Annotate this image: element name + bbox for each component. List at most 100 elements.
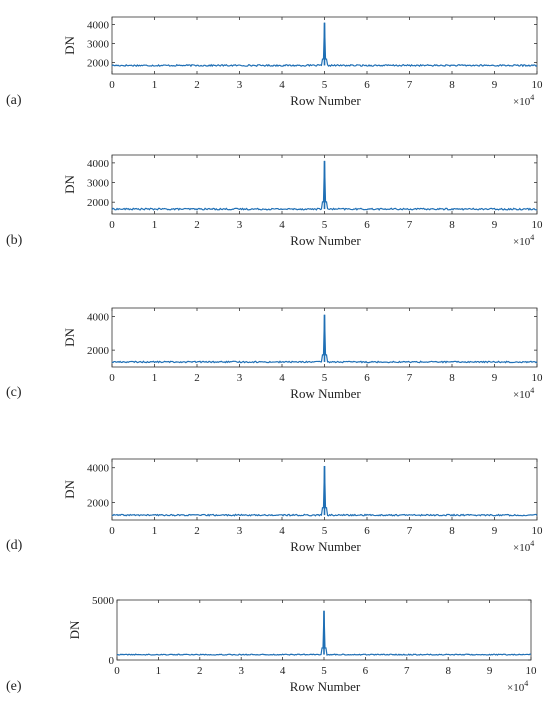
x-tick-label: 1	[152, 372, 158, 384]
panel-label: (b)	[6, 233, 23, 248]
x-axis-label: Row Number	[290, 233, 361, 248]
y-tick-label: 3000	[87, 39, 110, 51]
x-tick-label: 2	[194, 79, 200, 91]
x-tick-label: 10	[526, 665, 538, 677]
x-axis-label: Row Number	[290, 679, 361, 694]
x-tick-label: 8	[449, 525, 455, 537]
x-multiplier-base: ×10	[513, 542, 531, 554]
x-tick-label: 8	[449, 372, 455, 384]
x-tick-label: 1	[156, 665, 162, 677]
x-tick-label: 10	[532, 219, 544, 231]
x-multiplier: ×104	[513, 233, 534, 248]
x-tick-label: 0	[109, 79, 115, 91]
x-multiplier-base: ×10	[513, 236, 531, 248]
x-tick-label: 8	[445, 665, 451, 677]
x-tick-label: 3	[237, 79, 243, 91]
y-axis-label: DN	[62, 328, 77, 347]
x-multiplier-exponent: 4	[530, 233, 534, 242]
series-line	[111, 314, 538, 364]
x-tick-label: 4	[280, 665, 286, 677]
x-tick-label: 1	[152, 219, 158, 231]
x-tick-label: 6	[364, 79, 370, 91]
x-tick-label: 4	[279, 372, 285, 384]
x-tick-label: 9	[492, 525, 498, 537]
x-multiplier: ×104	[513, 386, 534, 401]
x-tick-label: 6	[363, 665, 369, 677]
x-tick-label: 3	[237, 219, 243, 231]
x-tick-label: 3	[237, 525, 243, 537]
y-tick-label: 3000	[87, 178, 110, 190]
panel-label: (d)	[6, 538, 23, 553]
x-tick-label: 0	[109, 525, 115, 537]
x-multiplier-base: ×10	[507, 682, 525, 694]
x-tick-label: 6	[364, 219, 370, 231]
x-multiplier-exponent: 4	[530, 386, 534, 395]
y-axis-label: DN	[67, 620, 82, 639]
x-multiplier: ×104	[507, 679, 528, 694]
y-tick-label: 2000	[87, 197, 110, 209]
y-axis-label: DN	[62, 36, 77, 55]
y-tick-label: 2000	[87, 58, 110, 70]
x-tick-label: 2	[194, 219, 200, 231]
x-tick-label: 10	[532, 372, 544, 384]
x-tick-label: 9	[487, 665, 493, 677]
x-tick-label: 5	[322, 79, 328, 91]
x-tick-label: 3	[238, 665, 244, 677]
x-tick-label: 4	[279, 219, 285, 231]
x-tick-label: 9	[492, 372, 498, 384]
x-tick-label: 7	[407, 372, 413, 384]
x-tick-label: 5	[322, 219, 328, 231]
x-multiplier-exponent: 4	[530, 539, 534, 548]
y-axis-label: DN	[62, 175, 77, 194]
x-tick-label: 8	[449, 219, 455, 231]
y-tick-label: 4000	[87, 158, 110, 170]
x-tick-label: 8	[449, 79, 455, 91]
series-line	[111, 465, 538, 517]
x-multiplier: ×104	[513, 93, 534, 108]
x-tick-label: 7	[407, 525, 413, 537]
x-tick-label: 10	[532, 525, 544, 537]
x-multiplier-base: ×10	[513, 96, 531, 108]
x-tick-label: 0	[109, 219, 115, 231]
x-multiplier-exponent: 4	[524, 679, 528, 688]
x-multiplier: ×104	[513, 539, 534, 554]
x-tick-label: 0	[109, 372, 115, 384]
x-tick-label: 1	[152, 79, 158, 91]
x-tick-label: 4	[279, 79, 285, 91]
panel-label: (a)	[6, 93, 22, 108]
panel-label: (c)	[6, 385, 22, 400]
x-tick-label: 7	[407, 79, 413, 91]
x-tick-label: 2	[197, 665, 203, 677]
x-tick-label: 4	[279, 525, 285, 537]
y-tick-label: 2000	[87, 345, 110, 357]
y-tick-label: 4000	[87, 311, 110, 323]
x-axis-label: Row Number	[290, 386, 361, 401]
x-tick-label: 7	[407, 219, 413, 231]
x-axis-label: Row Number	[290, 539, 361, 554]
x-tick-label: 5	[322, 525, 328, 537]
x-tick-label: 3	[237, 372, 243, 384]
x-tick-label: 9	[492, 219, 498, 231]
x-axis-label: Row Number	[290, 93, 361, 108]
x-tick-label: 5	[321, 665, 327, 677]
y-tick-label: 5000	[92, 595, 115, 607]
x-tick-label: 9	[492, 79, 498, 91]
x-tick-label: 6	[364, 372, 370, 384]
x-tick-label: 7	[404, 665, 410, 677]
x-multiplier-base: ×10	[513, 389, 531, 401]
y-tick-label: 2000	[87, 498, 110, 510]
y-tick-label: 4000	[87, 463, 110, 475]
x-multiplier-exponent: 4	[530, 93, 534, 102]
x-tick-label: 1	[152, 525, 158, 537]
x-tick-label: 6	[364, 525, 370, 537]
y-axis-label: DN	[62, 480, 77, 499]
x-tick-label: 5	[322, 372, 328, 384]
x-tick-label: 10	[532, 79, 544, 91]
x-tick-label: 2	[194, 372, 200, 384]
